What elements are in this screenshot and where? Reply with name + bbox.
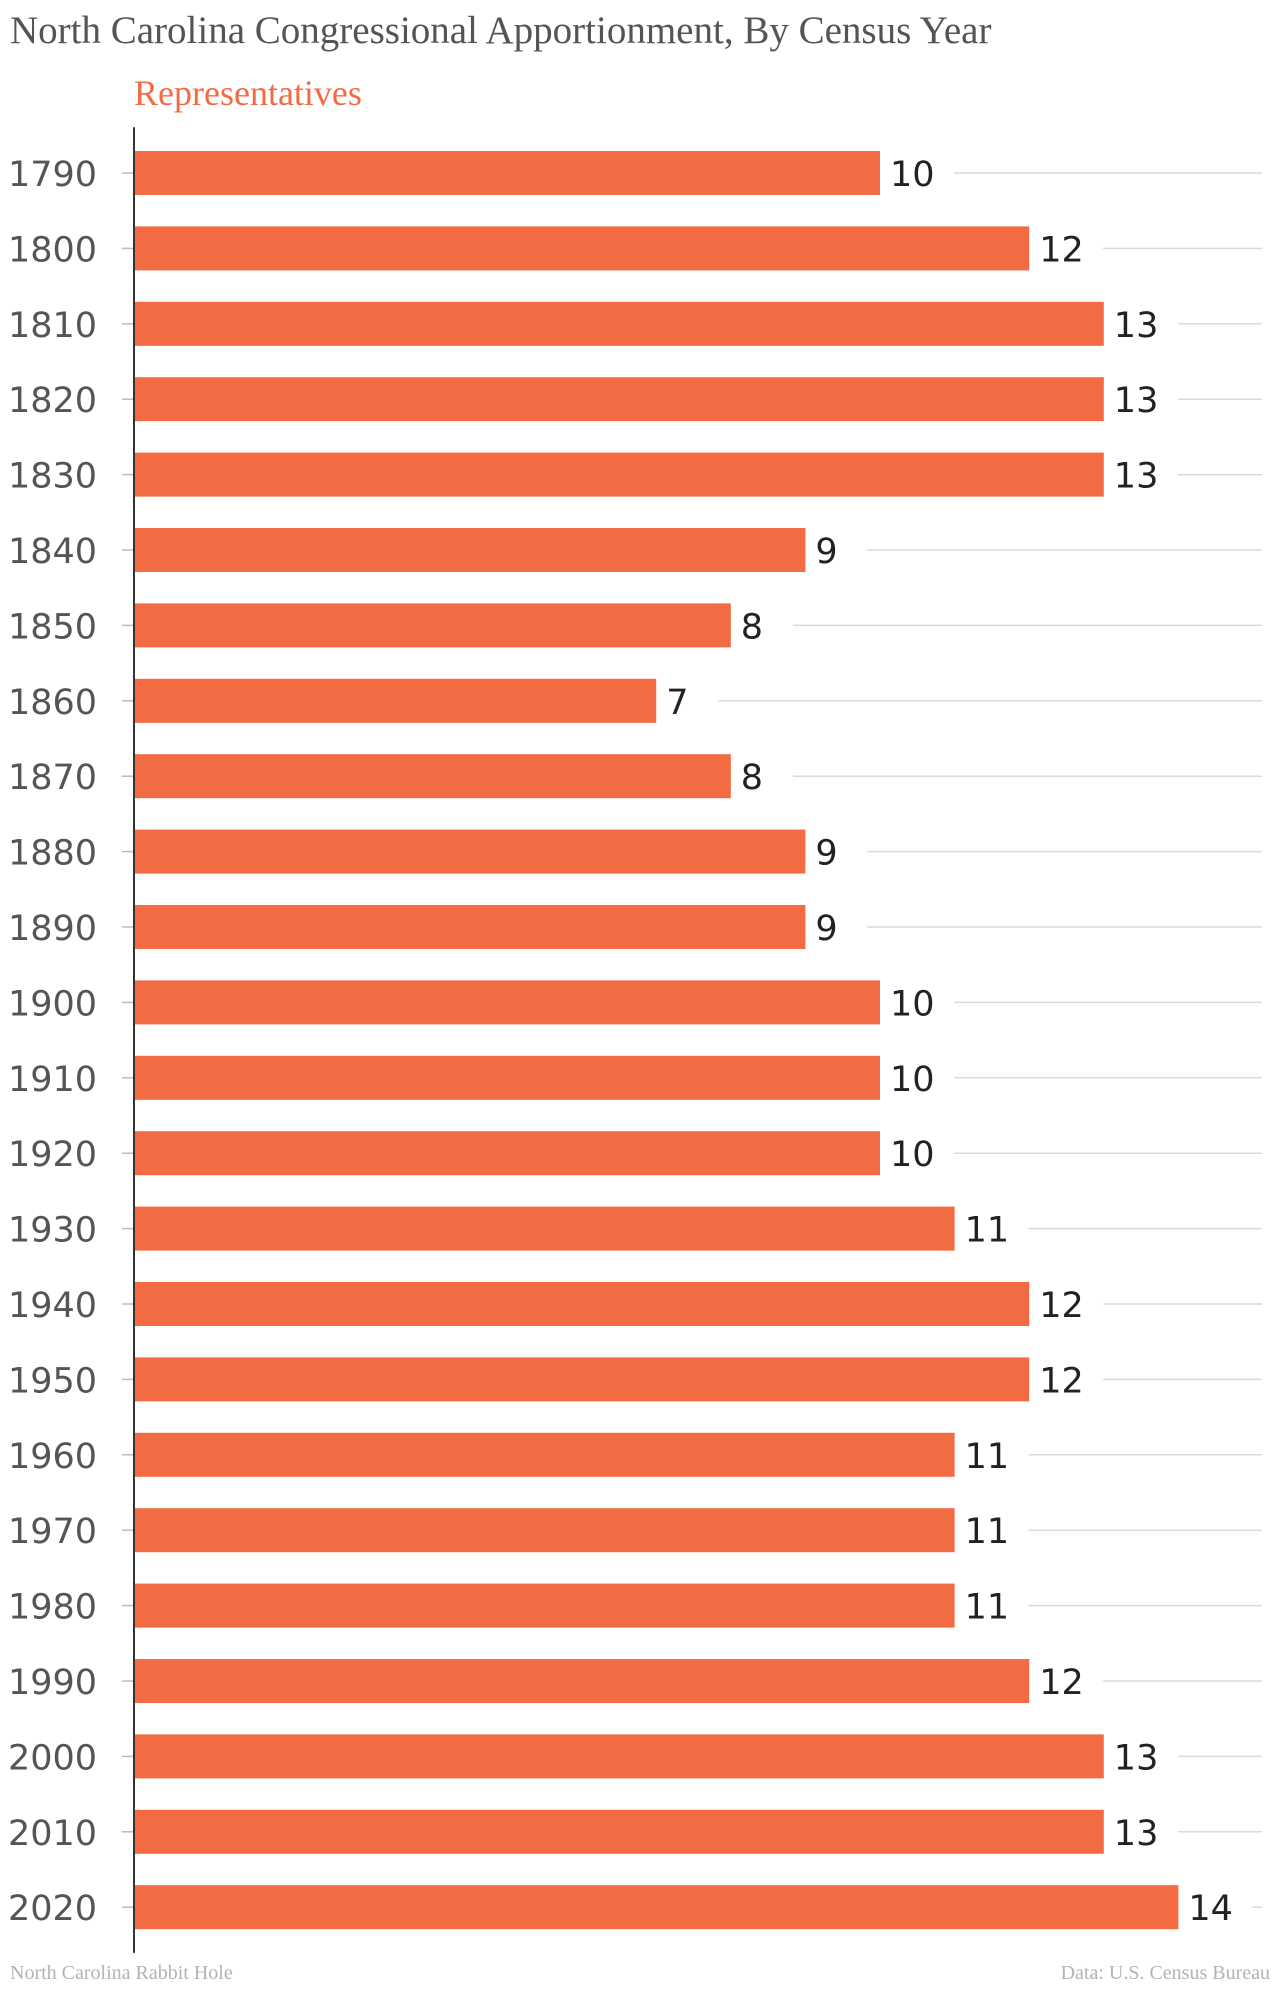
value-label-1900: 10 xyxy=(890,984,935,1024)
value-label-1790: 10 xyxy=(890,155,935,195)
value-label-1850: 8 xyxy=(741,607,763,647)
chart-title: North Carolina Congressional Apportionme… xyxy=(10,9,992,52)
bars xyxy=(134,151,1179,1930)
value-label-1940: 12 xyxy=(1039,1286,1084,1326)
category-label-1800: 1800 xyxy=(8,230,97,270)
bar-1850 xyxy=(134,603,731,648)
category-label-1890: 1890 xyxy=(8,909,97,949)
value-label-1890: 9 xyxy=(815,909,837,949)
value-label-2010: 13 xyxy=(1114,1814,1159,1854)
value-label-1810: 13 xyxy=(1114,306,1159,346)
bar-1790 xyxy=(134,151,880,195)
bar-1800 xyxy=(134,226,1030,271)
value-label-2000: 13 xyxy=(1114,1738,1159,1778)
bar-1980 xyxy=(134,1583,955,1628)
category-label-1990: 1990 xyxy=(8,1663,97,1703)
value-label-1820: 13 xyxy=(1114,381,1159,421)
series-label: Representatives xyxy=(134,73,362,113)
tick-labels: 1790 1800 1810 1820 1830 1840 1850 1860 1870 1880… xyxy=(8,155,97,1929)
bar-1870 xyxy=(134,754,731,799)
category-label-2010: 2010 xyxy=(8,1814,97,1854)
category-label-1940: 1940 xyxy=(8,1286,97,1326)
category-label-1870: 1870 xyxy=(8,758,97,798)
category-label-2020: 2020 xyxy=(8,1889,97,1929)
category-label-1930: 1930 xyxy=(8,1211,97,1251)
footer-data-source: Data: U.S. Census Bureau xyxy=(1060,1962,1270,1984)
category-label-1820: 1820 xyxy=(8,381,97,421)
bar-2010 xyxy=(134,1809,1104,1854)
category-label-1790: 1790 xyxy=(8,155,97,195)
value-label-1960: 11 xyxy=(965,1437,1010,1477)
bar-1970 xyxy=(134,1508,955,1553)
bar-1930 xyxy=(134,1206,955,1251)
category-label-1960: 1960 xyxy=(8,1437,97,1477)
value-label-1830: 13 xyxy=(1114,457,1159,497)
value-label-1980: 11 xyxy=(965,1588,1010,1628)
category-label-1880: 1880 xyxy=(8,834,97,874)
bar-1880 xyxy=(134,829,806,874)
category-label-1950: 1950 xyxy=(8,1361,97,1401)
grid-lines xyxy=(122,172,1262,1908)
category-label-1850: 1850 xyxy=(8,607,97,647)
bar-1950 xyxy=(134,1357,1030,1402)
bar-1860 xyxy=(134,678,657,723)
value-label-1800: 12 xyxy=(1039,230,1084,270)
value-label-1910: 10 xyxy=(890,1060,935,1100)
category-label-1980: 1980 xyxy=(8,1588,97,1628)
footer-credit: North Carolina Rabbit Hole xyxy=(10,1962,233,1984)
bar-2000 xyxy=(134,1734,1104,1779)
value-label-1950: 12 xyxy=(1039,1361,1084,1401)
bar-1900 xyxy=(134,980,880,1025)
bar-1960 xyxy=(134,1432,955,1477)
value-label-1990: 12 xyxy=(1039,1663,1084,1703)
category-label-1900: 1900 xyxy=(8,984,97,1024)
category-label-1970: 1970 xyxy=(8,1512,97,1552)
bar-1840 xyxy=(134,528,806,572)
category-label-1860: 1860 xyxy=(8,683,97,723)
value-label-1860: 7 xyxy=(666,683,688,723)
category-label-1830: 1830 xyxy=(8,457,97,497)
value-label-1870: 8 xyxy=(741,758,763,798)
bar-1990 xyxy=(134,1659,1030,1703)
category-label-2000: 2000 xyxy=(8,1738,97,1778)
bar-1830 xyxy=(134,452,1104,497)
value-label-1970: 11 xyxy=(965,1512,1010,1552)
bar-2020 xyxy=(134,1885,1179,1930)
category-label-1810: 1810 xyxy=(8,306,97,346)
value-label-2020: 14 xyxy=(1188,1889,1233,1929)
bar-1810 xyxy=(134,301,1104,346)
bar-1910 xyxy=(134,1055,880,1100)
value-label-1880: 9 xyxy=(815,834,837,874)
category-label-1920: 1920 xyxy=(8,1135,97,1175)
value-labels: 10 12 13 13 13 9 8 7 8 9 9 10 10 10 11 12 12 11 11 11 12 13 13… xyxy=(666,155,1233,1929)
value-label-1930: 11 xyxy=(965,1211,1010,1251)
value-label-1840: 9 xyxy=(815,532,837,572)
bar-1820 xyxy=(134,377,1104,422)
category-label-1840: 1840 xyxy=(8,532,97,572)
category-label-1910: 1910 xyxy=(8,1060,97,1100)
bar-1920 xyxy=(134,1131,880,1176)
value-label-1920: 10 xyxy=(890,1135,935,1175)
bar-1940 xyxy=(134,1282,1030,1326)
bar-1890 xyxy=(134,905,806,949)
